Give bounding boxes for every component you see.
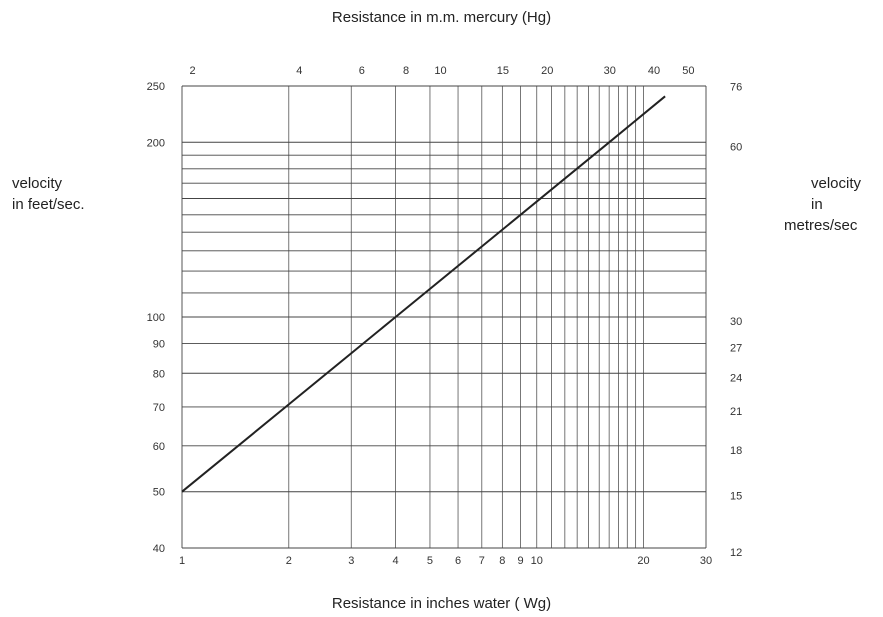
right-axis-title-line-1: velocity — [811, 175, 862, 192]
x-tick-label: 10 — [531, 555, 543, 567]
left-tick-label: 100 — [147, 312, 165, 324]
right-tick-label: 21 — [730, 406, 742, 418]
left-tick-label: 50 — [153, 487, 165, 499]
x-tick-label: 1 — [179, 555, 185, 567]
left-tick-label: 250 — [147, 81, 165, 93]
right-tick-label: 30 — [730, 316, 742, 328]
left-axis-title: velocity in feet/sec. — [12, 173, 85, 215]
top-tick-label: 30 — [604, 65, 616, 77]
left-tick-label: 200 — [147, 137, 165, 149]
bottom-axis-title: Resistance in inches water ( Wg) — [331, 595, 552, 612]
right-tick-label: 18 — [730, 445, 742, 457]
x-tick-label: 20 — [637, 555, 649, 567]
left-tick-label: 60 — [153, 441, 165, 453]
top-tick-label: 50 — [682, 65, 694, 77]
top-tick-label: 10 — [434, 65, 446, 77]
right-tick-label: 60 — [730, 141, 742, 153]
left-axis-title-line-2: in feet/sec. — [12, 196, 85, 213]
x-tick-label: 8 — [499, 555, 505, 567]
top-tick-label: 8 — [403, 65, 409, 77]
top-tick-label: 20 — [541, 65, 553, 77]
right-tick-label: 24 — [730, 372, 742, 384]
x-tick-label: 7 — [479, 555, 485, 567]
top-axis-title: Resistance in m.m. mercury (Hg) — [331, 9, 552, 26]
top-tick-label: 2 — [189, 65, 195, 77]
right-tick-label: 76 — [730, 82, 742, 94]
right-axis-title: velocity in metres/sec — [784, 173, 861, 236]
left-tick-label: 70 — [153, 402, 165, 414]
top-tick-label: 15 — [497, 65, 509, 77]
top-tick-label: 6 — [359, 65, 365, 77]
left-tick-label: 40 — [153, 543, 165, 555]
x-tick-label: 4 — [393, 555, 399, 567]
right-axis-title-line-3: metres/sec — [784, 217, 858, 234]
series-line — [181, 95, 666, 493]
x-tick-label: 9 — [517, 555, 523, 567]
right-tick-label: 15 — [730, 491, 742, 503]
right-tick-label: 27 — [730, 343, 742, 355]
x-tick-label: 30 — [700, 555, 712, 567]
right-axis-title-line-2: in — [811, 196, 823, 213]
x-tick-label: 3 — [348, 555, 354, 567]
left-axis-title-line-1: velocity — [12, 175, 63, 192]
top-tick-label: 4 — [296, 65, 302, 77]
x-tick-label: 2 — [286, 555, 292, 567]
left-tick-label: 90 — [153, 339, 165, 351]
x-tick-label: 5 — [427, 555, 433, 567]
x-tick-label: 6 — [455, 555, 461, 567]
right-tick-label: 12 — [730, 547, 742, 559]
left-tick-label: 80 — [153, 368, 165, 380]
top-tick-label: 40 — [648, 65, 660, 77]
